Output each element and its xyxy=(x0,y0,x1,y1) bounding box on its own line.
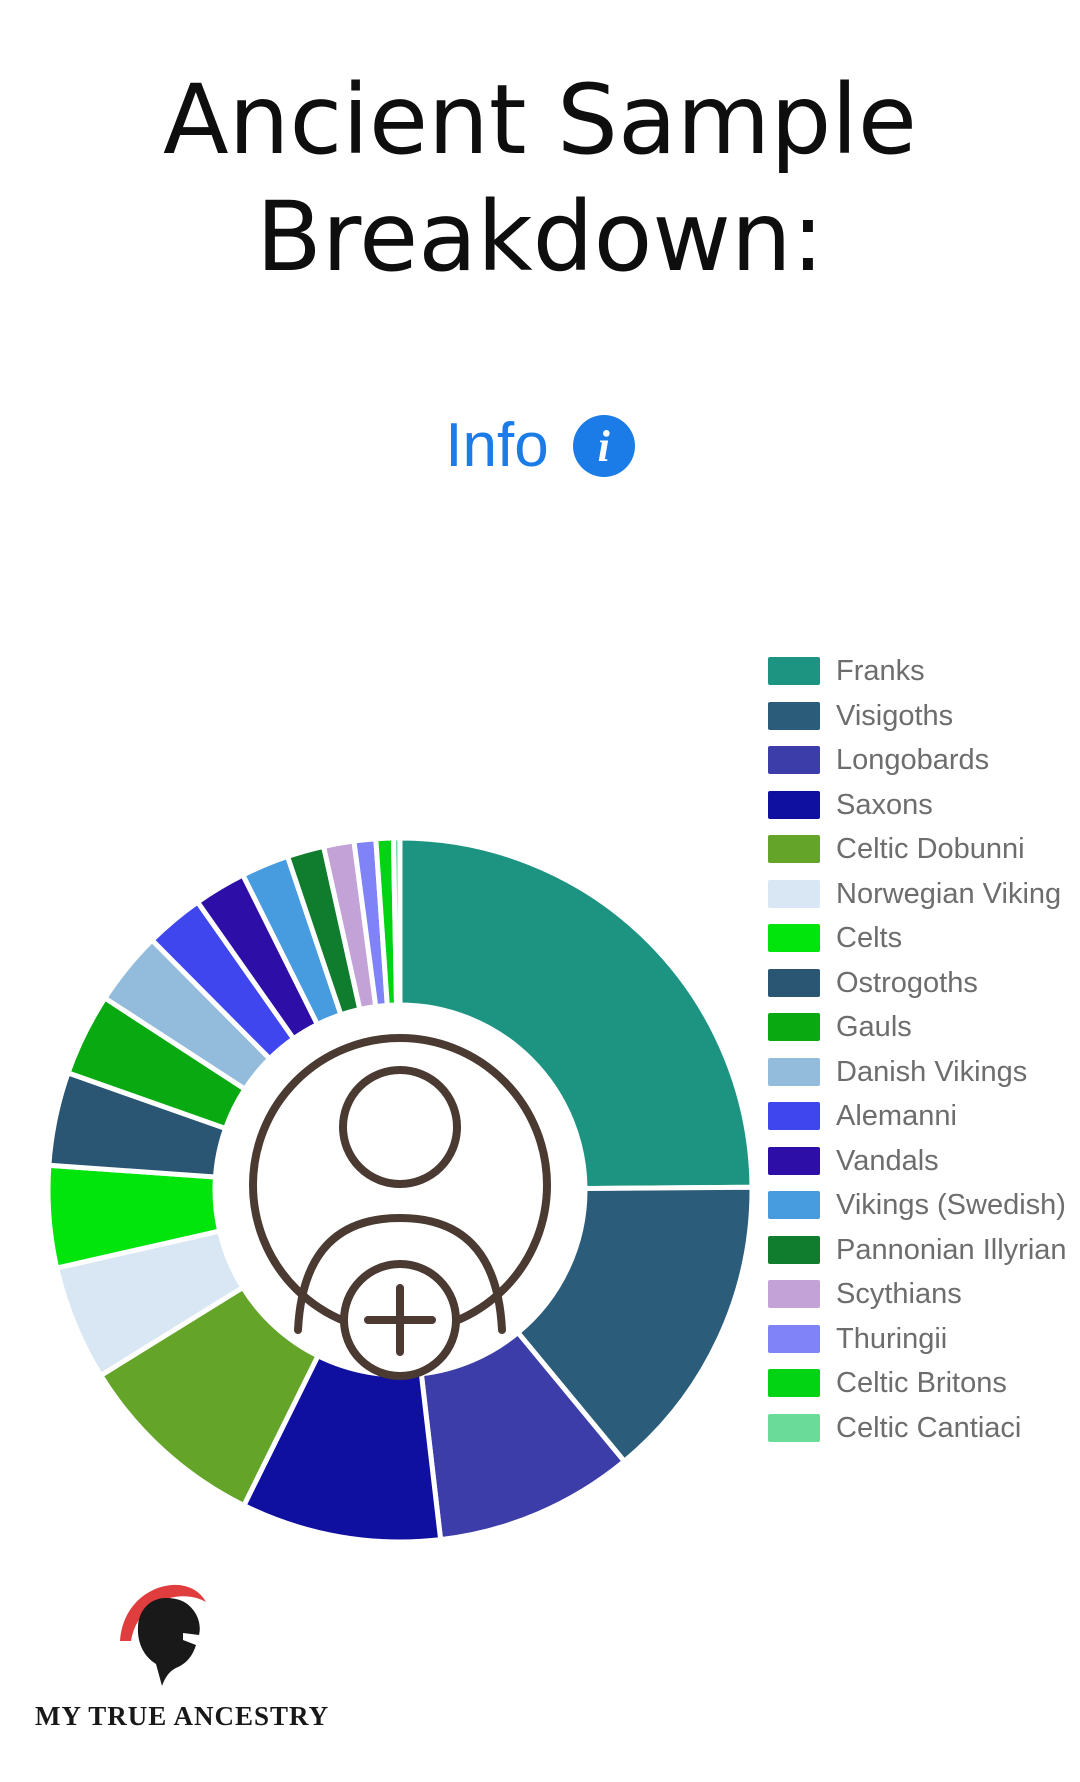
legend-swatch xyxy=(768,1235,820,1264)
legend-item[interactable]: Vikings (Swedish) xyxy=(768,1189,1067,1221)
legend-label: Longobards xyxy=(836,744,990,776)
legend-swatch xyxy=(768,1102,820,1130)
legend-item[interactable]: Norwegian Viking xyxy=(768,877,1067,910)
legend-label: Franks xyxy=(836,655,925,687)
legend-item[interactable]: Ostrogoths xyxy=(768,966,1067,999)
legend-label: Scythians xyxy=(836,1278,962,1310)
legend-item[interactable]: Thuringii xyxy=(768,1322,1067,1355)
legend-label: Saxons xyxy=(836,788,933,821)
legend-item[interactable]: Celtic Britons xyxy=(768,1367,1067,1399)
legend-swatch xyxy=(768,1413,820,1442)
legend-swatch xyxy=(768,1324,820,1353)
info-circle-icon[interactable]: i xyxy=(572,415,635,477)
legend-item[interactable]: Alemanni xyxy=(768,1100,1067,1132)
legend-label: Vikings (Swedish) xyxy=(836,1189,1066,1221)
legend-swatch xyxy=(768,657,820,685)
donut-segment-franks[interactable] xyxy=(397,835,755,1192)
legend-label: Gauls xyxy=(836,1011,912,1043)
legend-label: Ostrogoths xyxy=(836,966,978,999)
legend-item[interactable]: Celts xyxy=(768,922,1067,954)
legend-item[interactable]: Celtic Dobunni xyxy=(768,833,1067,865)
legend-item[interactable]: Gauls xyxy=(768,1011,1067,1043)
legend-item[interactable]: Franks xyxy=(768,655,1067,687)
legend-swatch xyxy=(768,1191,820,1219)
legend-label: Celtic Cantiaci xyxy=(836,1411,1022,1444)
legend-swatch xyxy=(768,835,820,863)
legend-swatch xyxy=(768,924,820,952)
legend-swatch xyxy=(768,968,820,997)
legend-item[interactable]: Pannonian Illyrian xyxy=(768,1233,1067,1266)
legend-swatch xyxy=(768,1057,820,1086)
legend-swatch xyxy=(768,1280,820,1308)
page-title-line2: Breakdown: xyxy=(255,181,825,294)
info-link-label[interactable]: Info xyxy=(445,411,549,480)
spartan-helmet-icon xyxy=(120,1584,206,1686)
legend-label: Celtic Britons xyxy=(836,1367,1007,1399)
legend-label: Pannonian Illyrian xyxy=(836,1233,1067,1266)
donut-segment-visigoths[interactable] xyxy=(514,1184,755,1465)
page-title: Ancient Sample Breakdown: xyxy=(50,62,1030,296)
legend-swatch xyxy=(768,879,820,908)
legend-item[interactable]: Danish Vikings xyxy=(768,1055,1067,1088)
legend-swatch xyxy=(768,1146,820,1175)
legend-label: Vandals xyxy=(836,1144,939,1177)
legend-item[interactable]: Scythians xyxy=(768,1278,1067,1310)
legend-item[interactable]: Longobards xyxy=(768,744,1067,776)
donut-chart-svg xyxy=(45,835,755,1545)
legend-swatch xyxy=(768,1013,820,1041)
legend-item[interactable]: Vandals xyxy=(768,1144,1067,1177)
ancestry-donut-chart xyxy=(40,830,760,1550)
legend-label: Celtic Dobunni xyxy=(836,833,1025,865)
add-user-avatar-icon[interactable] xyxy=(249,1034,551,1380)
legend-label: Thuringii xyxy=(836,1322,948,1355)
legend-item[interactable]: Celtic Cantiaci xyxy=(768,1411,1067,1444)
legend-item[interactable]: Visigoths xyxy=(768,699,1067,732)
legend-label: Danish Vikings xyxy=(836,1055,1028,1088)
legend-swatch xyxy=(768,1369,820,1397)
legend-swatch xyxy=(768,701,820,730)
legend-swatch xyxy=(768,790,820,819)
legend-item[interactable]: Saxons xyxy=(768,788,1067,821)
info-link[interactable]: Info i xyxy=(0,415,1080,477)
legend-label: Visigoths xyxy=(836,699,954,732)
legend-label: Alemanni xyxy=(836,1100,957,1132)
legend-label: Norwegian Viking xyxy=(836,877,1062,910)
donut-segment-celtic-cantiaci[interactable] xyxy=(390,835,403,1008)
logo-wordmark: MY TRUE ANCESTRY xyxy=(35,1701,330,1731)
legend-label: Celts xyxy=(836,922,903,954)
page-title-line1: Ancient Sample xyxy=(163,64,917,176)
chart-legend: Franks Visigoths Longobards Saxons Celtic Do… xyxy=(768,657,1067,1442)
legend-swatch xyxy=(768,746,820,774)
